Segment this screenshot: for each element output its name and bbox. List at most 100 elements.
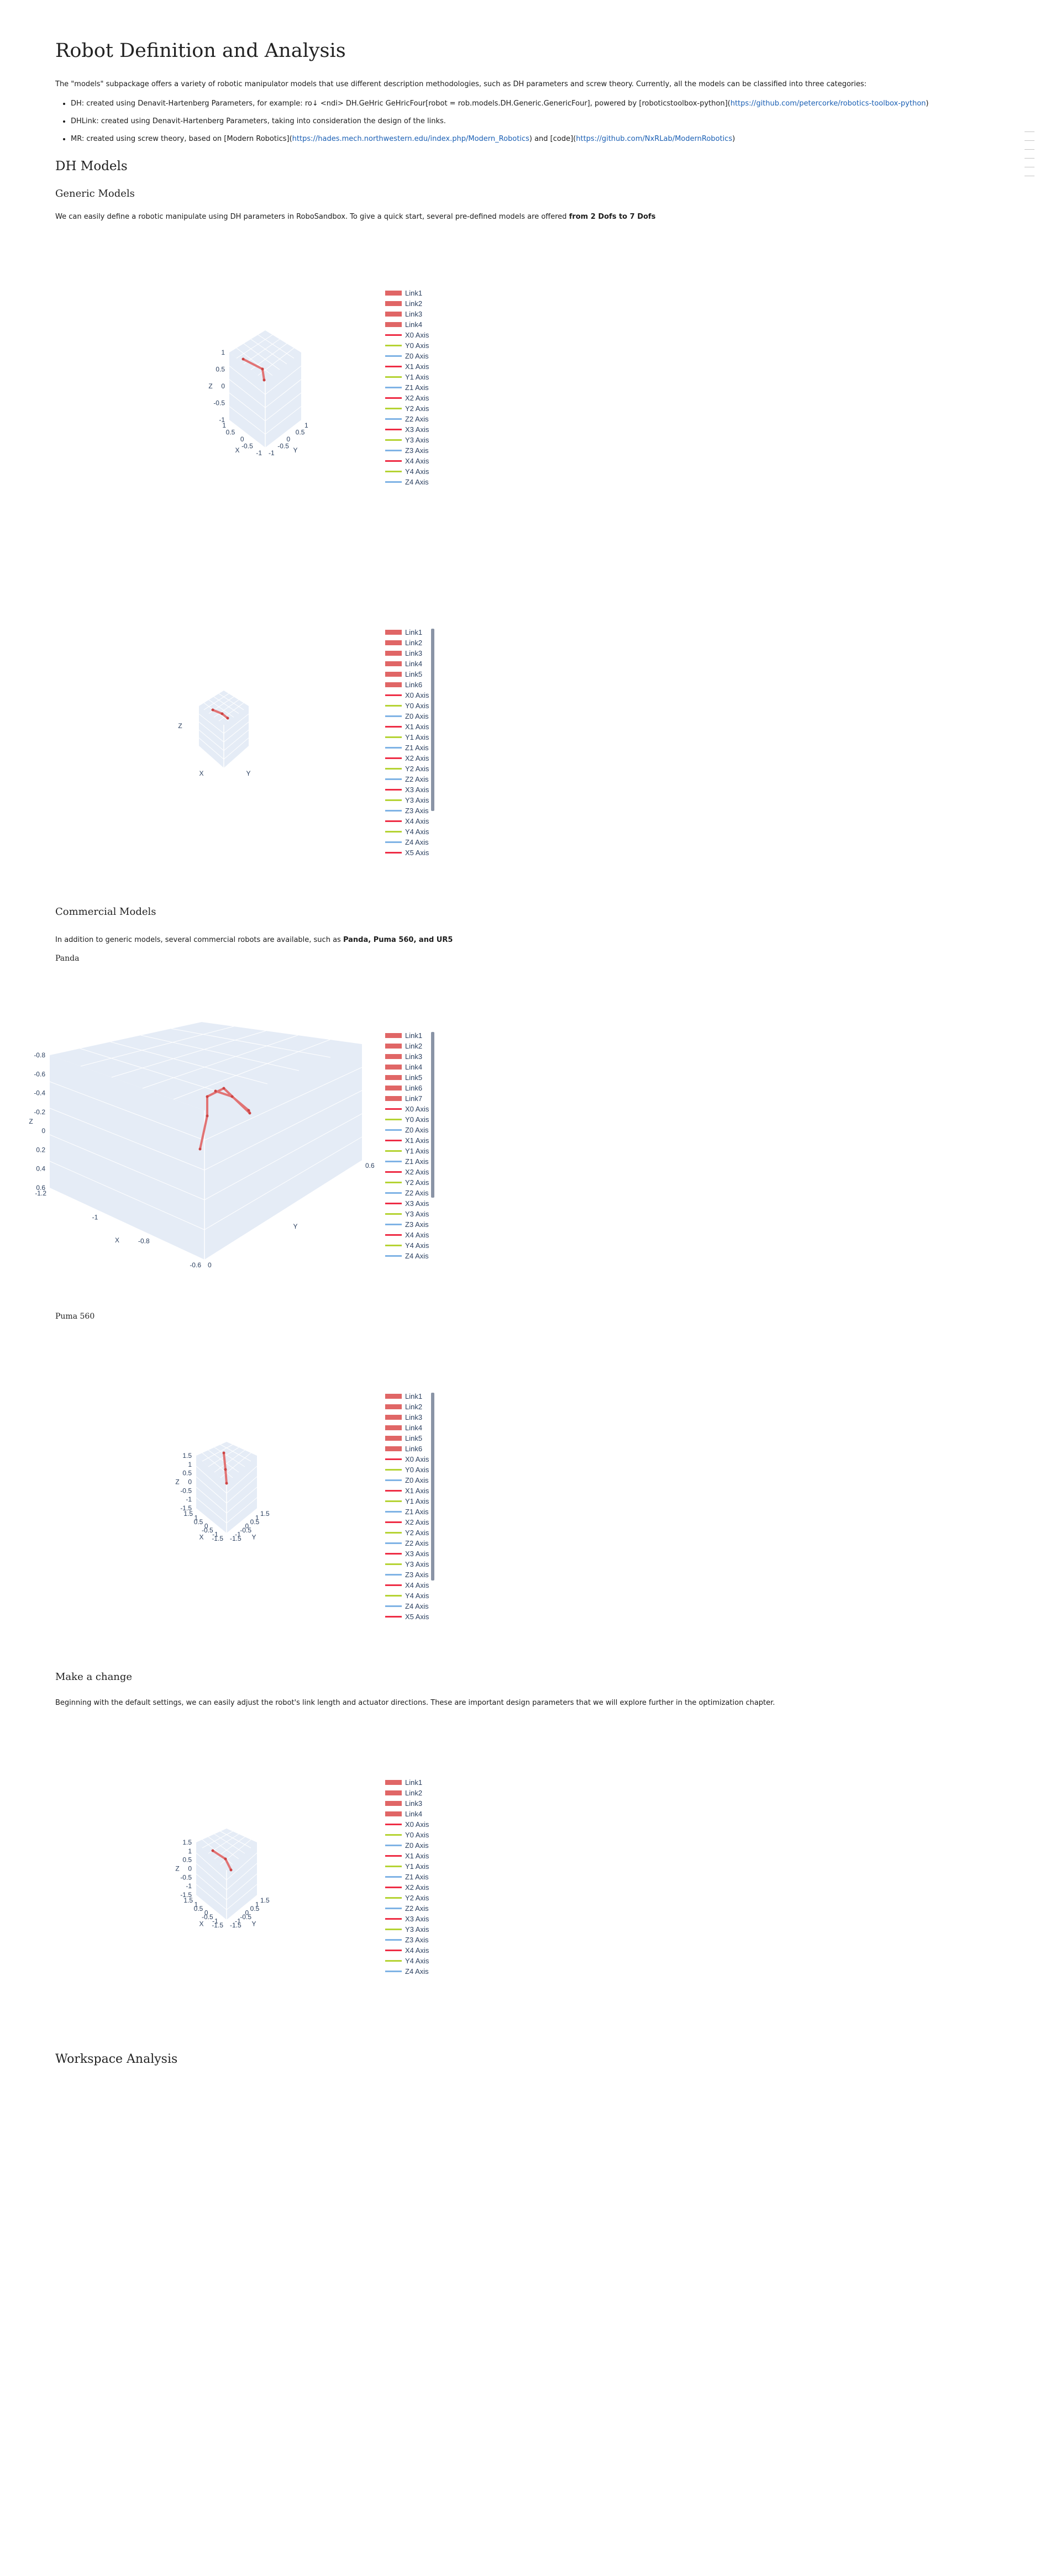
- legend-item[interactable]: Z0 Axis: [385, 351, 429, 361]
- legend-item[interactable]: Link5: [385, 1433, 429, 1444]
- toc-item[interactable]: [1025, 158, 1034, 159]
- legend-item[interactable]: Z3 Axis: [385, 1935, 429, 1945]
- legend-item[interactable]: X0 Axis: [385, 330, 429, 340]
- legend-item[interactable]: Link4: [385, 659, 429, 669]
- legend-item[interactable]: Y4 Axis: [385, 826, 429, 837]
- legend-item[interactable]: Z3 Axis: [385, 1569, 429, 1580]
- generic-six-legend[interactable]: Link1 Link2 Link3 Link4 Link5 Link6 X0 Axis Y0 …: [385, 627, 429, 858]
- table-of-contents[interactable]: [1025, 131, 1034, 185]
- legend-item[interactable]: Link2: [385, 298, 429, 309]
- modern-robotics-code-link[interactable]: https://github.com/NxRLab/ModernRobotics: [576, 135, 733, 143]
- legend-item[interactable]: Y4 Axis: [385, 1956, 429, 1966]
- legend-item[interactable]: Link4: [385, 1809, 429, 1819]
- legend-item[interactable]: X3 Axis: [385, 1198, 429, 1209]
- legend-item[interactable]: Y0 Axis: [385, 340, 429, 351]
- generic-four-plot[interactable]: 1 0.5 0 -0.5 -1 1 0.5 0 -0.5 -1 -1 -0.5 0 0.5 1 Z X Y: [166, 320, 414, 503]
- toc-item[interactable]: [1025, 131, 1034, 132]
- legend-item[interactable]: X2 Axis: [385, 1167, 429, 1177]
- legend-item[interactable]: Z4 Axis: [385, 1966, 429, 1977]
- legend-item[interactable]: Y2 Axis: [385, 763, 429, 774]
- legend-scrollbar[interactable]: [431, 629, 434, 811]
- legend-item[interactable]: Link3: [385, 1412, 429, 1423]
- legend-item[interactable]: Link7: [385, 1093, 429, 1104]
- legend-item[interactable]: Link2: [385, 638, 429, 648]
- legend-item[interactable]: Y1 Axis: [385, 372, 429, 382]
- legend-item[interactable]: Z0 Axis: [385, 1125, 429, 1135]
- legend-item[interactable]: Y4 Axis: [385, 1590, 429, 1601]
- legend-item[interactable]: Y0 Axis: [385, 1465, 429, 1475]
- legend-item[interactable]: X3 Axis: [385, 1914, 429, 1924]
- legend-item[interactable]: Z2 Axis: [385, 414, 429, 424]
- legend-item[interactable]: X2 Axis: [385, 753, 429, 763]
- legend-item[interactable]: X1 Axis: [385, 721, 429, 732]
- legend-item[interactable]: X5 Axis: [385, 1611, 429, 1622]
- legend-item[interactable]: Link2: [385, 1041, 429, 1051]
- legend-item[interactable]: Y2 Axis: [385, 403, 429, 414]
- legend-item[interactable]: Link1: [385, 1777, 429, 1788]
- legend-item[interactable]: X4 Axis: [385, 1580, 429, 1590]
- legend-item[interactable]: Y1 Axis: [385, 1496, 429, 1506]
- legend-item[interactable]: Y2 Axis: [385, 1177, 429, 1188]
- legend-item[interactable]: Link2: [385, 1788, 429, 1798]
- legend-item[interactable]: X2 Axis: [385, 393, 429, 403]
- make-change-legend[interactable]: Link1 Link2 Link3 Link4 X0 Axis Y0 Axis Z0 Axi…: [385, 1777, 429, 1977]
- legend-item[interactable]: Y0 Axis: [385, 700, 429, 711]
- legend-item[interactable]: X1 Axis: [385, 1135, 429, 1146]
- generic-four-legend[interactable]: Link1 Link2 Link3 Link4 X0 Axis Y0 Axis Z0 Axi…: [385, 288, 429, 487]
- plot-3d-scene[interactable]: 1.510.50-0.5-1-1.51.510.50-0.5-1-1.5 -1.5…: [171, 1431, 315, 1563]
- legend-item[interactable]: X5 Axis: [385, 847, 429, 858]
- legend-item[interactable]: X1 Axis: [385, 1485, 429, 1496]
- legend-item[interactable]: Y3 Axis: [385, 1209, 429, 1219]
- legend-item[interactable]: Z0 Axis: [385, 711, 429, 721]
- legend-item[interactable]: Y0 Axis: [385, 1114, 429, 1125]
- panda-plot[interactable]: -0.8 -0.6 -0.4 -0.2 0 0.2 0.4 0.6 -1.2 -1 -0.8 -0.6…: [29, 1022, 398, 1269]
- legend-item[interactable]: X2 Axis: [385, 1882, 429, 1893]
- legend-item[interactable]: Z0 Axis: [385, 1840, 429, 1851]
- legend-item[interactable]: Y3 Axis: [385, 435, 429, 445]
- legend-item[interactable]: Y1 Axis: [385, 732, 429, 742]
- legend-item[interactable]: Y1 Axis: [385, 1861, 429, 1872]
- legend-item[interactable]: Z1 Axis: [385, 1506, 429, 1517]
- legend-item[interactable]: X3 Axis: [385, 424, 429, 435]
- legend-item[interactable]: Link4: [385, 319, 429, 330]
- legend-item[interactable]: Link2: [385, 1402, 429, 1412]
- legend-item[interactable]: Y3 Axis: [385, 795, 429, 805]
- legend-item[interactable]: Link1: [385, 627, 429, 638]
- plot-3d-scene[interactable]: 1.510.50-0.5-1-1.51.510.50-0.5-1-1.5 -1.5…: [171, 1818, 315, 1950]
- legend-item[interactable]: X1 Axis: [385, 361, 429, 372]
- legend-item[interactable]: X0 Axis: [385, 1454, 429, 1465]
- plot-3d-scene[interactable]: -0.8-0.6-0.4-0.200.20.40.6-1.2-1-0.8-0.6…: [29, 1022, 398, 1269]
- legend-item[interactable]: Z1 Axis: [385, 382, 429, 393]
- legend-item[interactable]: X4 Axis: [385, 1945, 429, 1956]
- legend-item[interactable]: Link3: [385, 1798, 429, 1809]
- legend-item[interactable]: X0 Axis: [385, 690, 429, 700]
- legend-item[interactable]: Z2 Axis: [385, 1538, 429, 1548]
- legend-item[interactable]: X1 Axis: [385, 1851, 429, 1861]
- legend-item[interactable]: Z1 Axis: [385, 742, 429, 753]
- legend-item[interactable]: X0 Axis: [385, 1819, 429, 1830]
- puma-legend[interactable]: Link1 Link2 Link3 Link4 Link5 Link6 X0 Axis Y0 …: [385, 1391, 429, 1622]
- legend-item[interactable]: Z3 Axis: [385, 1219, 429, 1230]
- legend-item[interactable]: Link3: [385, 648, 429, 659]
- legend-item[interactable]: Z4 Axis: [385, 477, 429, 487]
- legend-item[interactable]: Link4: [385, 1062, 429, 1072]
- legend-item[interactable]: Link5: [385, 669, 429, 679]
- legend-item[interactable]: Y0 Axis: [385, 1830, 429, 1840]
- roboticstoolbox-link[interactable]: https://github.com/petercorke/robotics-t…: [730, 99, 926, 108]
- puma-plot[interactable]: 1.5 1 0.5 0 -0.5 -1 -1.5 1.5 1 0.5 0 -0.5 -1 -1.5 -1.5…: [171, 1431, 315, 1563]
- legend-item[interactable]: Y2 Axis: [385, 1893, 429, 1903]
- legend-item[interactable]: Z1 Axis: [385, 1156, 429, 1167]
- legend-item[interactable]: X4 Axis: [385, 456, 429, 466]
- legend-item[interactable]: X3 Axis: [385, 1548, 429, 1559]
- legend-item[interactable]: Y3 Axis: [385, 1559, 429, 1569]
- toc-item[interactable]: [1025, 149, 1034, 150]
- legend-item[interactable]: Y4 Axis: [385, 1240, 429, 1251]
- legend-item[interactable]: Y4 Axis: [385, 466, 429, 477]
- legend-item[interactable]: X0 Axis: [385, 1104, 429, 1114]
- plot-3d-scene[interactable]: Z X Y: [177, 685, 309, 801]
- legend-item[interactable]: Z3 Axis: [385, 805, 429, 816]
- generic-six-plot[interactable]: Z X Y: [177, 685, 309, 801]
- legend-item[interactable]: Link1: [385, 1391, 429, 1402]
- legend-item[interactable]: Z0 Axis: [385, 1475, 429, 1485]
- legend-item[interactable]: Z4 Axis: [385, 1601, 429, 1611]
